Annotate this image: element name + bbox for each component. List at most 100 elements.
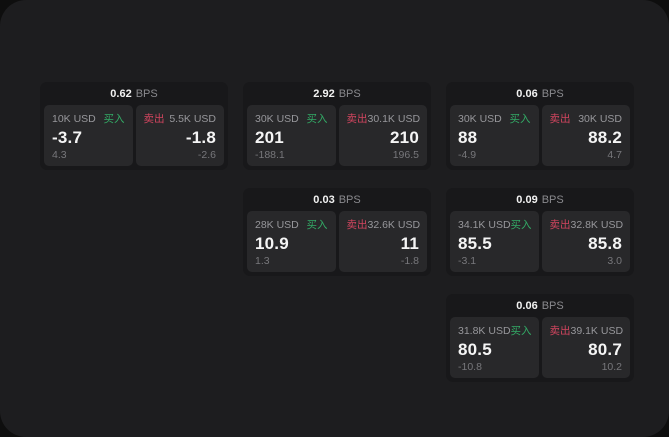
sell-panel-top-row: 卖出 39.1K USD bbox=[549, 323, 624, 338]
bps-value: 0.62 bbox=[110, 87, 132, 100]
bps-unit-label: BPS bbox=[135, 87, 158, 100]
sell-main-value: -1.8 bbox=[185, 128, 216, 147]
sell-side-label: 卖出 bbox=[549, 113, 571, 125]
sell-main-value: 11 bbox=[400, 234, 419, 253]
buy-amount: 30K USD bbox=[458, 112, 502, 125]
bps-value: 0.03 bbox=[313, 193, 335, 206]
buy-side-label: 买入 bbox=[509, 113, 531, 125]
buy-panel[interactable]: 31.8K USD 买入 80.5 -10.8 bbox=[450, 317, 539, 378]
card-body: 30K USD 买入 88 -4.9 卖出 30K USD 88.2 4.7 bbox=[450, 105, 630, 166]
sell-main-value: 88.2 bbox=[588, 128, 622, 147]
buy-main-value: 201 bbox=[255, 128, 284, 147]
buy-sub-value: -10.8 bbox=[458, 361, 482, 373]
buy-side-label: 买入 bbox=[306, 219, 328, 231]
sell-sub-value: 196.5 bbox=[392, 149, 419, 161]
bps-value: 0.09 bbox=[516, 193, 538, 206]
quote-cards-grid: 0.62 BPS 10K USD 买入 -3.7 4.3 卖出 5.5K USD… bbox=[40, 82, 634, 382]
buy-main-value: 10.9 bbox=[255, 234, 289, 253]
card-header: 2.92 BPS bbox=[247, 82, 427, 105]
quote-card-1[interactable]: 0.62 BPS 10K USD 买入 -3.7 4.3 卖出 5.5K USD… bbox=[40, 82, 228, 170]
quote-card-3[interactable]: 0.06 BPS 30K USD 买入 88 -4.9 卖出 30K USD 8… bbox=[446, 82, 634, 170]
sell-side-label: 卖出 bbox=[346, 219, 368, 231]
buy-panel-top-row: 34.1K USD 买入 bbox=[458, 217, 532, 232]
buy-panel-top-row: 30K USD 买入 bbox=[255, 111, 328, 126]
bps-unit-label: BPS bbox=[541, 87, 564, 100]
card-header: 0.09 BPS bbox=[450, 188, 630, 211]
sell-main-value: 85.8 bbox=[588, 234, 622, 253]
bps-unit-label: BPS bbox=[338, 193, 361, 206]
sell-amount: 5.5K USD bbox=[169, 112, 216, 125]
card-body: 10K USD 买入 -3.7 4.3 卖出 5.5K USD -1.8 -2.… bbox=[44, 105, 224, 166]
buy-main-value: 88 bbox=[458, 128, 478, 147]
sell-amount: 32.6K USD bbox=[367, 218, 421, 231]
quote-card-6[interactable]: 0.06 BPS 31.8K USD 买入 80.5 -10.8 卖出 39.1… bbox=[446, 294, 634, 382]
sell-amount: 32.8K USD bbox=[570, 218, 624, 231]
sell-side-label: 卖出 bbox=[549, 219, 571, 231]
quote-card-5[interactable]: 0.09 BPS 34.1K USD 买入 85.5 -3.1 卖出 32.8K… bbox=[446, 188, 634, 276]
buy-panel[interactable]: 30K USD 买入 201 -188.1 bbox=[247, 105, 336, 166]
sell-amount: 30.1K USD bbox=[367, 112, 421, 125]
buy-side-label: 买入 bbox=[510, 219, 532, 231]
sell-panel[interactable]: 卖出 32.6K USD 11 -1.8 bbox=[338, 211, 427, 272]
buy-sub-value: 1.3 bbox=[255, 255, 270, 267]
card-body: 30K USD 买入 201 -188.1 卖出 30.1K USD 210 1… bbox=[247, 105, 427, 166]
sell-panel-top-row: 卖出 30K USD bbox=[550, 111, 623, 126]
buy-panel[interactable]: 34.1K USD 买入 85.5 -3.1 bbox=[450, 211, 539, 272]
bps-value: 0.06 bbox=[516, 87, 538, 100]
card-body: 31.8K USD 买入 80.5 -10.8 卖出 39.1K USD 80.… bbox=[450, 317, 630, 378]
sell-panel-top-row: 卖出 30.1K USD bbox=[346, 111, 421, 126]
bps-unit-label: BPS bbox=[541, 193, 564, 206]
bps-value: 0.06 bbox=[516, 299, 538, 312]
sell-main-value: 210 bbox=[390, 128, 419, 147]
sell-panel-top-row: 卖出 5.5K USD bbox=[144, 111, 217, 126]
card-header: 0.06 BPS bbox=[450, 82, 630, 105]
sell-panel[interactable]: 卖出 32.8K USD 85.8 3.0 bbox=[541, 211, 630, 272]
buy-panel-top-row: 10K USD 买入 bbox=[52, 111, 125, 126]
buy-main-value: 80.5 bbox=[458, 340, 492, 359]
sell-side-label: 卖出 bbox=[346, 113, 368, 125]
buy-side-label: 买入 bbox=[306, 113, 328, 125]
buy-side-label: 买入 bbox=[510, 325, 532, 337]
card-header: 0.62 BPS bbox=[44, 82, 224, 105]
bps-unit-label: BPS bbox=[541, 299, 564, 312]
sell-panel[interactable]: 卖出 5.5K USD -1.8 -2.6 bbox=[135, 105, 224, 166]
sell-side-label: 卖出 bbox=[143, 113, 165, 125]
card-body: 28K USD 买入 10.9 1.3 卖出 32.6K USD 11 -1.8 bbox=[247, 211, 427, 272]
buy-main-value: -3.7 bbox=[52, 128, 83, 147]
buy-amount: 28K USD bbox=[255, 218, 299, 231]
sell-side-label: 卖出 bbox=[549, 325, 571, 337]
buy-panel-top-row: 28K USD 买入 bbox=[255, 217, 328, 232]
buy-panel-top-row: 30K USD 买入 bbox=[458, 111, 531, 126]
buy-main-value: 85.5 bbox=[458, 234, 492, 253]
buy-panel[interactable]: 28K USD 买入 10.9 1.3 bbox=[247, 211, 336, 272]
buy-amount: 10K USD bbox=[52, 112, 96, 125]
sell-panel[interactable]: 卖出 30.1K USD 210 196.5 bbox=[338, 105, 427, 166]
buy-amount: 31.8K USD bbox=[458, 324, 511, 337]
sell-sub-value: -2.6 bbox=[197, 149, 216, 161]
buy-side-label: 买入 bbox=[103, 113, 125, 125]
buy-panel[interactable]: 30K USD 买入 88 -4.9 bbox=[450, 105, 539, 166]
quote-card-4[interactable]: 0.03 BPS 28K USD 买入 10.9 1.3 卖出 32.6K US… bbox=[243, 188, 431, 276]
buy-amount: 34.1K USD bbox=[458, 218, 511, 231]
sell-sub-value: 3.0 bbox=[607, 255, 622, 267]
sell-sub-value: -1.8 bbox=[400, 255, 419, 267]
sell-amount: 30K USD bbox=[578, 112, 622, 125]
sell-panel-top-row: 卖出 32.6K USD bbox=[346, 217, 421, 232]
buy-amount: 30K USD bbox=[255, 112, 299, 125]
buy-sub-value: -4.9 bbox=[458, 149, 477, 161]
buy-panel[interactable]: 10K USD 买入 -3.7 4.3 bbox=[44, 105, 133, 166]
sell-sub-value: 4.7 bbox=[607, 149, 622, 161]
sell-main-value: 80.7 bbox=[588, 340, 622, 359]
buy-sub-value: 4.3 bbox=[52, 149, 67, 161]
sell-sub-value: 10.2 bbox=[601, 361, 622, 373]
sell-panel[interactable]: 卖出 30K USD 88.2 4.7 bbox=[541, 105, 630, 166]
sell-panel[interactable]: 卖出 39.1K USD 80.7 10.2 bbox=[541, 317, 630, 378]
card-header: 0.03 BPS bbox=[247, 188, 427, 211]
card-body: 34.1K USD 买入 85.5 -3.1 卖出 32.8K USD 85.8… bbox=[450, 211, 630, 272]
quote-card-2[interactable]: 2.92 BPS 30K USD 买入 201 -188.1 卖出 30.1K … bbox=[243, 82, 431, 170]
bps-value: 2.92 bbox=[313, 87, 335, 100]
card-header: 0.06 BPS bbox=[450, 294, 630, 317]
sell-amount: 39.1K USD bbox=[570, 324, 624, 337]
bps-unit-label: BPS bbox=[338, 87, 361, 100]
